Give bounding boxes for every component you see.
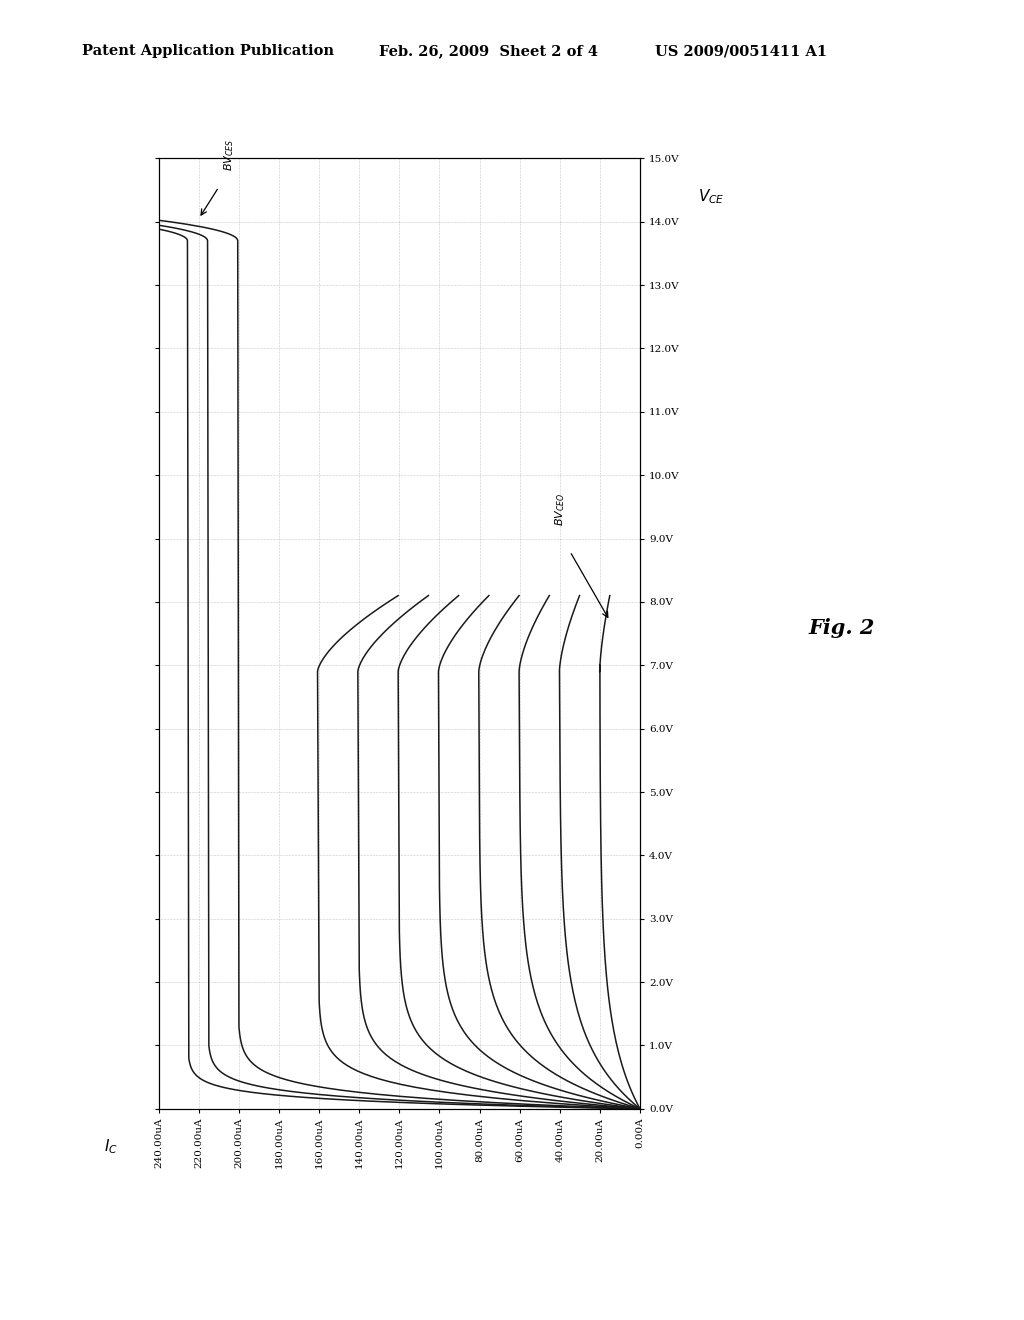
Text: $I_C$: $I_C$ — [103, 1138, 118, 1156]
Text: $V_{CE}$: $V_{CE}$ — [697, 187, 724, 206]
Text: Fig. 2: Fig. 2 — [809, 618, 876, 638]
Text: US 2009/0051411 A1: US 2009/0051411 A1 — [655, 45, 827, 58]
Text: Patent Application Publication: Patent Application Publication — [82, 45, 334, 58]
Text: $BV_{CES}$: $BV_{CES}$ — [222, 139, 236, 172]
Text: Feb. 26, 2009  Sheet 2 of 4: Feb. 26, 2009 Sheet 2 of 4 — [379, 45, 598, 58]
Text: $BV_{CEO}$: $BV_{CEO}$ — [553, 492, 566, 525]
